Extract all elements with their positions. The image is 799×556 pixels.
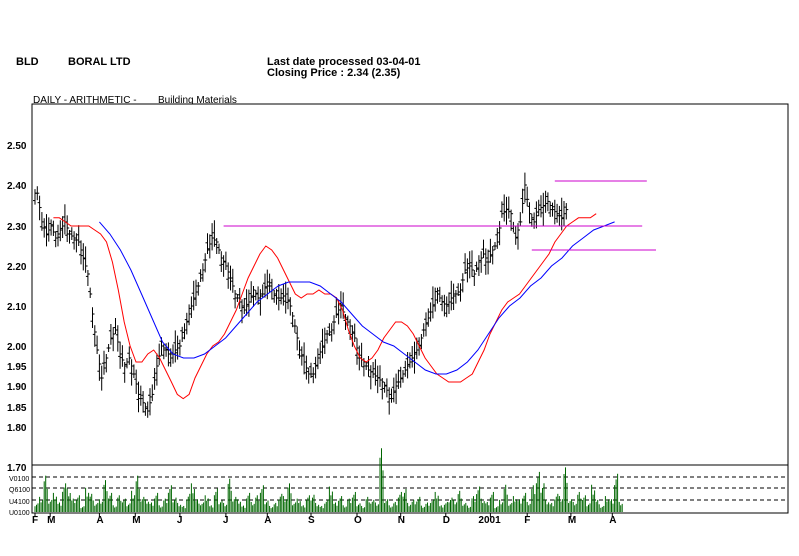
short-ma-line <box>53 213 597 400</box>
volume-axis: V0100 Q6100 U4100 U0100 <box>9 476 30 517</box>
x-tick-label: J <box>177 515 183 526</box>
company-name: BORAL LTD <box>68 56 131 68</box>
chart-frame <box>31 103 789 514</box>
y-tick-label: 1.85 <box>7 403 27 414</box>
x-tick-label: M <box>47 515 55 526</box>
volume-tick-label: U0100 <box>9 510 30 517</box>
price-axis: 2.50 2.40 2.30 2.20 2.10 2.00 1.95 1.90 1.85 1.80… <box>7 141 27 474</box>
y-tick-label: 2.00 <box>7 342 27 353</box>
chart-mode: DAILY - ARITHMETIC - <box>33 95 137 106</box>
y-tick-label: 1.70 <box>7 463 27 474</box>
date-axis: F M A M J J A S O N D 2001 F M A <box>32 513 617 526</box>
x-tick-label: A <box>264 515 271 526</box>
long-ma-line <box>99 221 615 375</box>
y-tick-label: 2.30 <box>7 222 27 233</box>
moving-averages <box>53 213 615 400</box>
x-tick-label: 2001 <box>478 515 501 526</box>
x-tick-label: A <box>96 515 103 526</box>
x-tick-label: A <box>609 515 616 526</box>
volume-tick-label: U4100 <box>9 499 30 506</box>
y-tick-label: 2.40 <box>7 181 27 192</box>
y-tick-label: 1.80 <box>7 423 27 434</box>
x-tick-label: N <box>398 515 405 526</box>
x-tick-label: S <box>308 515 315 526</box>
y-tick-label: 2.10 <box>7 302 27 313</box>
volume-bars <box>34 448 623 512</box>
volume-tick-label: Q6100 <box>9 487 30 494</box>
x-tick-label: F <box>524 515 530 526</box>
y-tick-label: 1.90 <box>7 382 27 393</box>
y-tick-label: 2.20 <box>7 262 27 273</box>
closing-price: Closing Price : 2.34 (2.35) <box>267 67 401 79</box>
last-date-processed: Last date processed 03-04-01 <box>267 56 421 68</box>
x-tick-label: F <box>32 515 38 526</box>
price-bars <box>33 172 569 418</box>
trendlines <box>223 180 656 251</box>
x-tick-label: J <box>223 515 229 526</box>
x-tick-label: M <box>568 515 576 526</box>
x-tick-label: O <box>354 515 362 526</box>
y-tick-label: 2.50 <box>7 141 27 152</box>
sector: Building Materials <box>158 95 237 106</box>
x-tick-label: M <box>132 515 140 526</box>
symbol: BLD <box>16 56 39 68</box>
volume-tick-label: V0100 <box>9 476 29 483</box>
y-tick-label: 1.95 <box>7 362 27 373</box>
x-tick-label: D <box>443 515 450 526</box>
